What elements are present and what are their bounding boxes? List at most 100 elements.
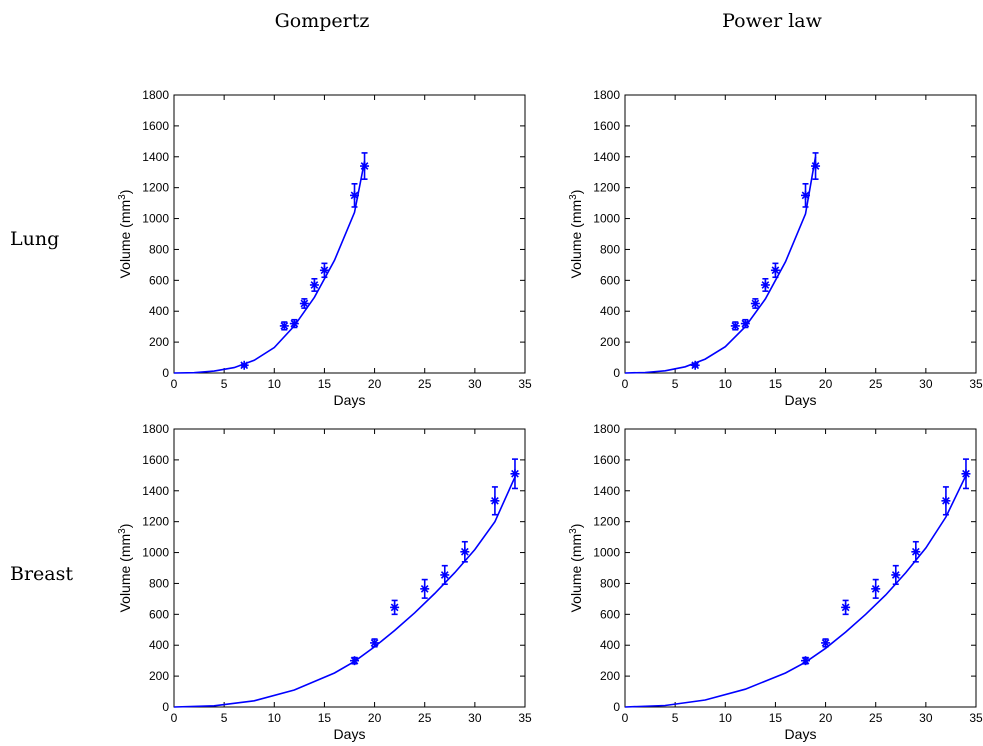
y-tick-label: 800 <box>149 242 169 256</box>
y-tick-label: 800 <box>600 576 620 590</box>
x-axis-label: Days <box>785 726 817 742</box>
y-tick-label: 400 <box>149 638 169 652</box>
asterisk-marker <box>390 603 399 612</box>
y-tick-label: 800 <box>149 576 169 590</box>
asterisk-marker <box>240 361 249 370</box>
x-tick-label: 35 <box>518 377 532 391</box>
x-tick-label: 5 <box>672 377 679 391</box>
y-tick-label: 1200 <box>593 515 620 529</box>
data-point <box>730 321 740 331</box>
data-point <box>760 277 770 292</box>
asterisk-marker <box>350 191 359 200</box>
y-tick-label: 1200 <box>593 181 620 195</box>
data-point <box>319 262 329 279</box>
y-tick-label: 1200 <box>142 515 169 529</box>
y-tick-label: 400 <box>149 304 169 318</box>
y-tick-label: 600 <box>149 273 169 287</box>
y-tick-label: 0 <box>162 366 169 380</box>
asterisk-marker <box>821 639 830 647</box>
x-tick-label: 35 <box>969 711 983 725</box>
y-tick-label: 0 <box>613 366 620 380</box>
data-point <box>801 183 811 208</box>
asterisk-marker <box>460 547 469 556</box>
panel-breast-power-law: 0 5 10 15 20 25 30 35 0 200 400 600 800 1000 1200 1400 1… <box>568 422 983 742</box>
x-tick-label: 25 <box>418 711 432 725</box>
fit-curve <box>173 476 516 708</box>
x-tick-label: 15 <box>318 377 332 391</box>
x-tick-label: 25 <box>418 377 432 391</box>
asterisk-marker <box>691 361 700 370</box>
panel-breast-gompertz: 0 5 10 15 20 25 30 35 0 200 400 600 800 1000 1200 1400 1… <box>117 422 532 742</box>
row-title-lung: Lung <box>10 228 59 250</box>
asterisk-marker <box>871 584 880 593</box>
data-point <box>490 486 500 516</box>
data-point <box>770 262 780 279</box>
y-tick-label: 200 <box>600 669 620 683</box>
column-title-power-law: Power law <box>722 10 822 32</box>
y-tick-label: 0 <box>613 700 620 714</box>
asterisk-marker <box>290 319 299 328</box>
x-tick-label: 25 <box>869 377 883 391</box>
y-tick-label: 600 <box>600 607 620 621</box>
x-tick-label: 20 <box>368 711 382 725</box>
x-tick-label: 15 <box>769 711 783 725</box>
data-point <box>911 540 921 563</box>
y-tick-label: 1200 <box>142 181 169 195</box>
panel-lung-power-law: 0 5 10 15 20 25 30 35 0 200 400 600 800 1000 1200 1400 1… <box>568 88 983 408</box>
asterisk-marker <box>280 322 289 330</box>
x-tick-label: 5 <box>221 711 228 725</box>
data-point <box>350 183 360 208</box>
asterisk-marker <box>420 584 429 593</box>
row-title-breast: Breast <box>10 563 73 585</box>
y-tick-label: 1000 <box>593 212 620 226</box>
fit-curve <box>624 474 967 708</box>
asterisk-marker <box>891 571 900 579</box>
data-point <box>871 578 881 599</box>
y-tick-label: 400 <box>600 304 620 318</box>
asterisk-marker <box>310 281 319 289</box>
panel-lung-gompertz: 0 5 10 15 20 25 30 35 0 200 400 600 800 1000 1200 1400 1… <box>117 88 532 408</box>
y-tick-label: 1600 <box>593 119 620 133</box>
data-point <box>360 152 370 180</box>
data-point <box>299 298 309 309</box>
data-point <box>801 656 811 666</box>
y-tick-label: 1400 <box>142 484 169 498</box>
axes-frame <box>624 428 977 708</box>
x-axis-label: Days <box>334 392 366 408</box>
y-tick-label: 200 <box>600 335 620 349</box>
data-point <box>941 486 951 516</box>
y-axis-label: Volume (mm3) <box>117 524 133 613</box>
data-point <box>811 152 821 180</box>
y-axis-label: Volume (mm3) <box>117 190 133 279</box>
x-tick-label: 35 <box>518 711 532 725</box>
asterisk-marker <box>811 162 820 170</box>
x-tick-label: 20 <box>368 377 382 391</box>
asterisk-marker <box>801 656 810 665</box>
y-tick-label: 1400 <box>593 484 620 498</box>
axes-frame <box>624 94 977 374</box>
data-point <box>279 321 289 331</box>
asterisk-marker <box>771 266 780 275</box>
y-tick-label: 0 <box>162 700 169 714</box>
y-tick-label: 1600 <box>142 119 169 133</box>
x-tick-label: 30 <box>468 377 482 391</box>
x-tick-label: 0 <box>171 711 178 725</box>
x-tick-label: 25 <box>869 711 883 725</box>
y-tick-label: 1400 <box>593 150 620 164</box>
x-tick-label: 5 <box>672 711 679 725</box>
data-point <box>750 298 760 309</box>
y-tick-label: 1800 <box>142 422 169 436</box>
axes-frame <box>173 428 526 708</box>
data-point <box>841 599 851 616</box>
asterisk-marker <box>360 162 369 170</box>
x-tick-label: 15 <box>318 711 332 725</box>
x-tick-label: 10 <box>719 377 733 391</box>
data-point <box>460 540 470 563</box>
data-point <box>289 318 299 329</box>
asterisk-marker <box>801 191 810 200</box>
asterisk-marker <box>320 266 329 275</box>
x-tick-label: 35 <box>969 377 983 391</box>
fit-curve <box>624 156 817 374</box>
data-point <box>350 656 360 666</box>
data-point <box>309 277 319 292</box>
